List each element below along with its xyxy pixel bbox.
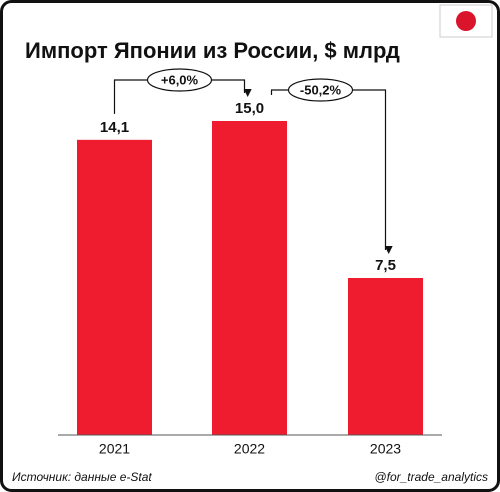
flag-sun bbox=[456, 11, 476, 31]
flag bbox=[439, 4, 493, 38]
value-label: 15,0 bbox=[235, 100, 264, 117]
source: Источник: данные e-Stat bbox=[12, 470, 152, 484]
chart-title: Импорт Японии из России, $ млрд bbox=[25, 38, 400, 63]
credit: @for_trade_analytics bbox=[374, 470, 488, 484]
x-tick-label: 2022 bbox=[234, 441, 265, 457]
bar bbox=[348, 278, 423, 435]
annotation-bubble bbox=[287, 78, 354, 102]
x-tick-label: 2023 bbox=[370, 441, 401, 457]
value-label: 7,5 bbox=[375, 257, 396, 274]
bar bbox=[77, 139, 152, 435]
x-tick-label: 2021 bbox=[99, 441, 130, 457]
bar bbox=[212, 121, 287, 435]
annotation-bubble bbox=[146, 68, 213, 92]
annotation: -50,2% bbox=[300, 82, 342, 97]
value-label: 14,1 bbox=[100, 119, 129, 136]
annotation: +6,0% bbox=[161, 72, 199, 87]
